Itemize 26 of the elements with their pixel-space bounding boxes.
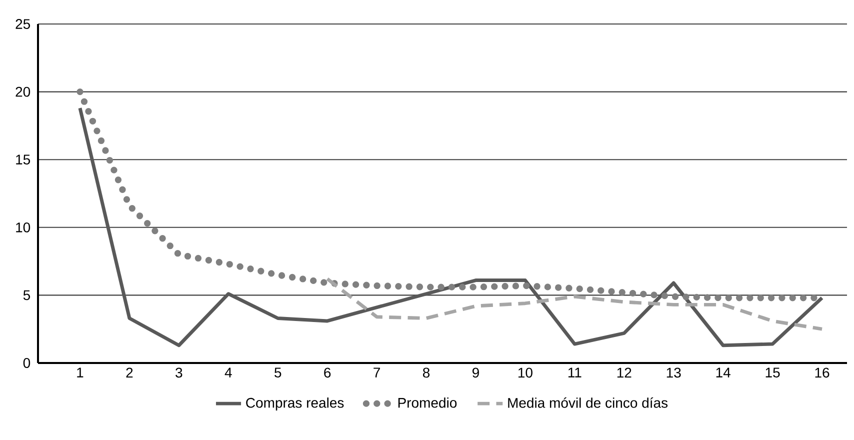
x-tick-label: 13: [666, 368, 681, 378]
x-tick-label: 4: [224, 368, 232, 378]
x-tick-label: 7: [374, 368, 380, 378]
x-tick-label: 9: [472, 368, 479, 378]
x-tick-label: 11: [568, 368, 582, 378]
x-tick-label: 1: [77, 368, 84, 378]
y-tick-label: 10: [16, 222, 30, 232]
x-tick-label: 6: [324, 368, 331, 378]
x-tick-label: 14: [716, 368, 730, 378]
y-tick-label: 5: [23, 290, 30, 300]
x-tick-label: 16: [815, 368, 830, 378]
y-tick-label: 15: [16, 154, 30, 164]
y-tick-label: 25: [16, 19, 30, 29]
legend-label: Compras reales: [246, 398, 344, 411]
line-series: [326, 277, 824, 331]
x-tick-label: 10: [518, 368, 532, 378]
legend-label: Media móvil de cinco días: [508, 397, 668, 408]
x-tick-label: 8: [422, 368, 430, 378]
legend-label: Promedio: [398, 398, 457, 408]
x-tick-label: 12: [617, 368, 632, 378]
x-tick-label: 15: [766, 368, 780, 378]
y-tick-label: 0: [23, 358, 30, 368]
y-tick-label: 20: [16, 86, 30, 97]
x-tick-label: 3: [176, 368, 182, 378]
x-tick-label: 5: [274, 368, 282, 378]
x-tick-label: 2: [126, 368, 133, 378]
